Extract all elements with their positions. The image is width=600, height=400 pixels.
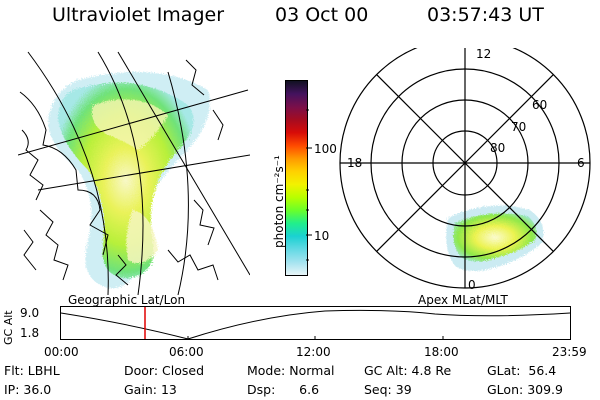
timeline-x-1800: 18:00	[424, 345, 459, 359]
right-panel-caption: Apex MLat/MLT	[418, 293, 508, 307]
mlat-label-80: 80	[490, 141, 506, 155]
mlat-label-70: 70	[511, 120, 527, 134]
timeline-ymax: 9.0	[20, 306, 40, 320]
aurora-band	[58, 82, 194, 279]
polar-plot	[339, 48, 591, 289]
image-time: 03:57:43 UT	[427, 4, 544, 26]
info-glat: GLat: 56.4	[487, 363, 557, 378]
info-seq: Seq: 39	[364, 382, 412, 397]
instrument-title: Ultraviolet Imager	[52, 4, 225, 26]
coastline-overlay	[19, 59, 224, 286]
info-gain: Gain: 13	[124, 382, 177, 397]
colorbar-axis	[306, 109, 312, 261]
timeline-ymin: 1.8	[20, 326, 40, 340]
colorbar-unit-label: photon cm⁻²s⁻¹	[272, 155, 286, 248]
left-panel-caption: Geographic Lat/Lon	[68, 293, 186, 307]
info-mode: Mode: Normal	[247, 363, 335, 378]
info-door: Door: Closed	[124, 363, 205, 378]
info-flt: Flt: LBHL	[4, 363, 60, 378]
mlt-label-12: 12	[476, 47, 492, 61]
lat-lon-grid	[18, 51, 250, 295]
altitude-curve	[60, 309, 571, 340]
info-gc-alt: GC Alt: 4.8 Re	[364, 363, 452, 378]
mlt-label-0: 0	[468, 278, 476, 292]
altitude-timeline	[60, 306, 571, 340]
image-date: 03 Oct 00	[275, 4, 369, 26]
mlat-label-60: 60	[532, 98, 548, 112]
timeline-x-1200: 12:00	[296, 345, 331, 359]
colorbar-tick-100: 100	[314, 142, 337, 156]
info-ip: IP: 36.0	[4, 382, 52, 397]
colorbar	[285, 80, 308, 276]
timeline-x-2359: 23:59	[552, 345, 587, 359]
timeline-axis-label: GC Alt	[2, 310, 15, 345]
colorbar-tick-10: 10	[314, 229, 330, 243]
info-glon: GLon: 309.9	[487, 382, 563, 397]
timeline-x-0600: 06:00	[169, 345, 204, 359]
mlt-label-6: 6	[577, 156, 585, 170]
timeline-x-0000: 00:00	[44, 345, 79, 359]
geographic-image	[18, 51, 250, 295]
info-dsp: Dsp: 6.6	[247, 382, 320, 397]
mlt-label-18: 18	[347, 156, 363, 170]
